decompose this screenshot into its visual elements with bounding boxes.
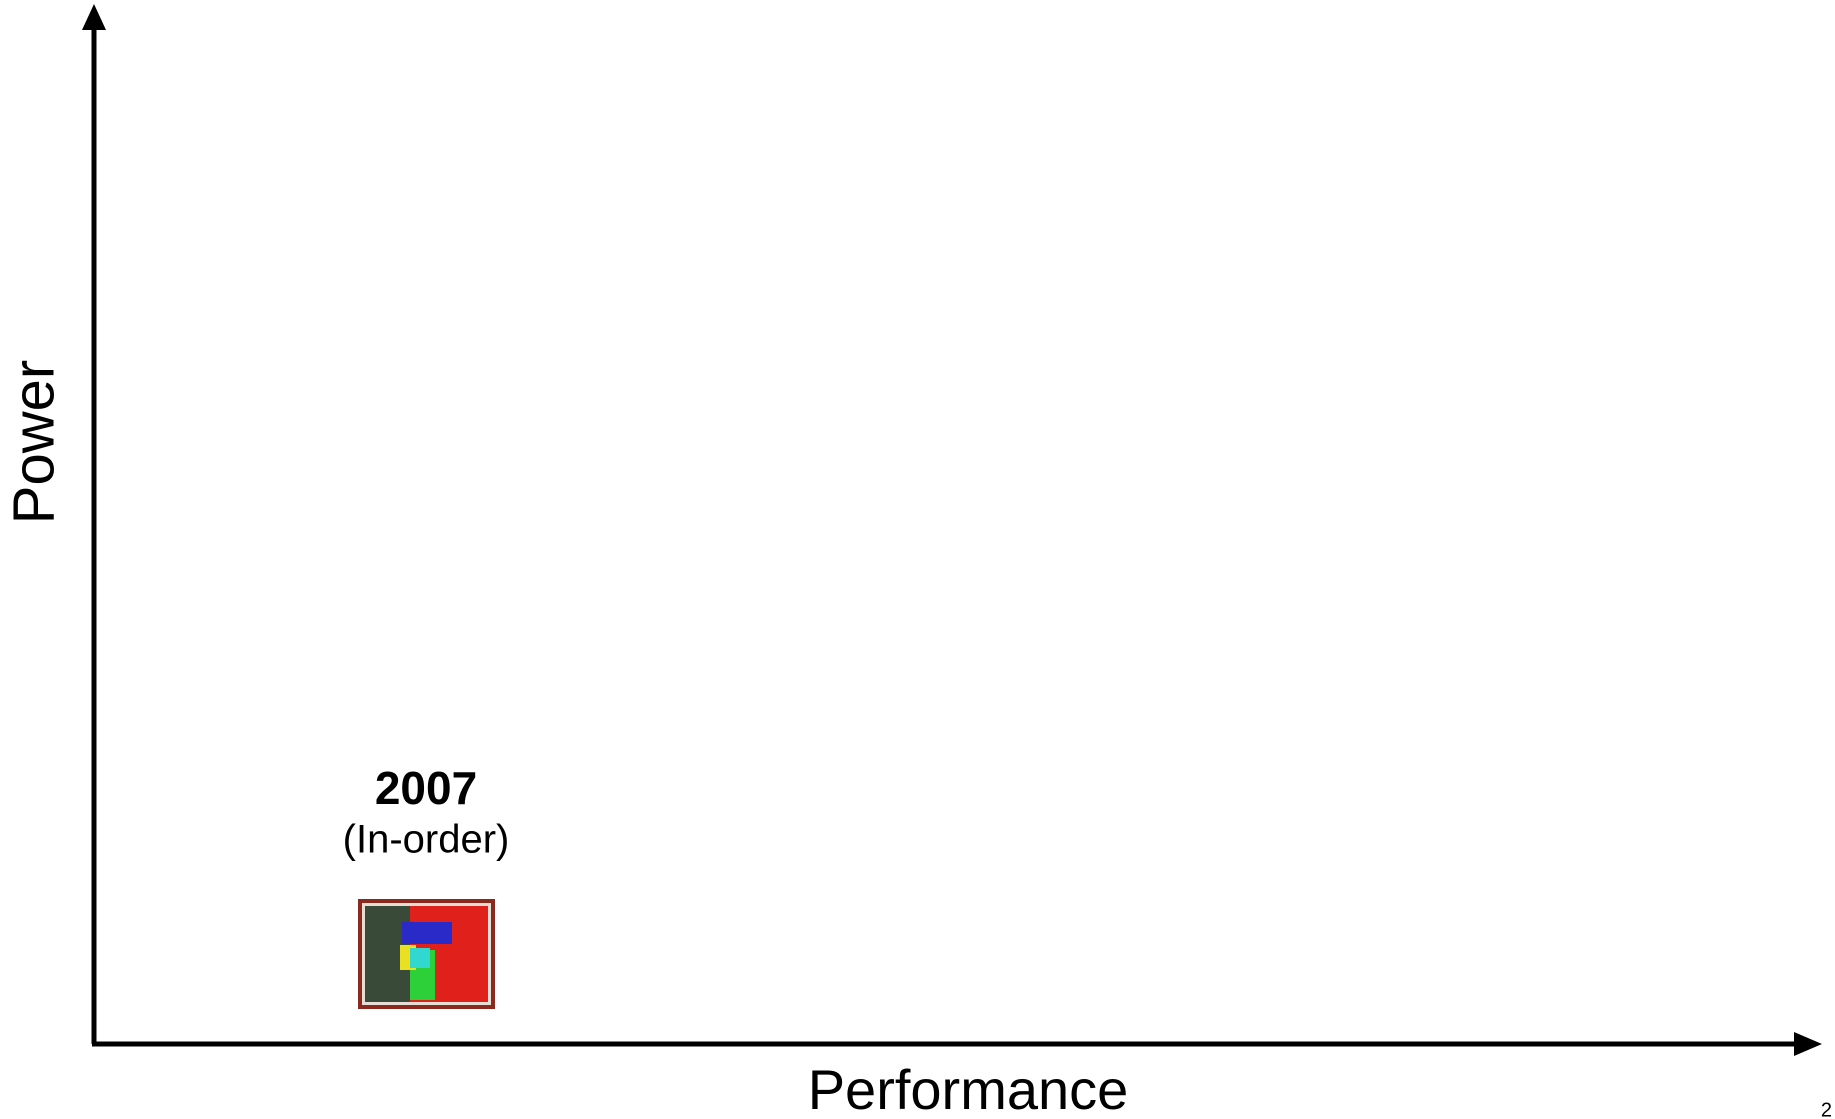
page-number: 2 [1821, 1099, 1832, 1119]
chip-image [358, 899, 495, 1009]
annotation-description: (In-order) [343, 818, 510, 862]
chip-cyan-region [410, 948, 430, 968]
x-axis-arrow [1794, 1032, 1822, 1056]
x-axis-label: Performance [808, 1058, 1129, 1119]
chip-blue-region [402, 922, 452, 944]
y-axis-arrow [82, 4, 106, 30]
annotation-year: 2007 [375, 762, 477, 814]
y-axis-label: Power [1, 360, 66, 524]
